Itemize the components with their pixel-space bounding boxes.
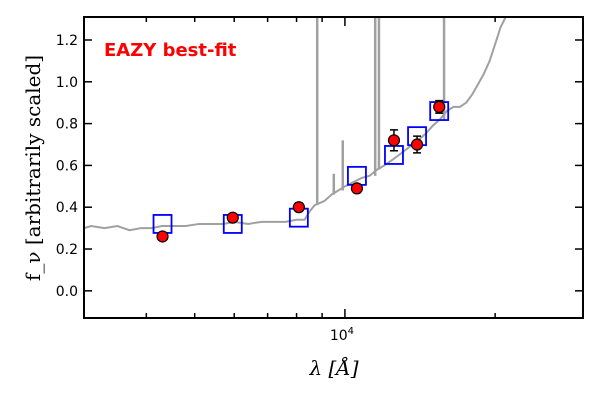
model-point (152, 214, 173, 234)
data-point (410, 138, 424, 151)
data-point (433, 100, 446, 113)
x-axis-label: λ [Å] (308, 355, 358, 380)
data-point (156, 230, 169, 243)
x-tick-label: 104 (330, 326, 354, 344)
y-tick-label: 1.2 (56, 33, 78, 49)
y-tick-label: 0.4 (56, 200, 78, 216)
data-point (350, 182, 364, 195)
y-tick-label: 0.0 (56, 284, 78, 300)
data-point (292, 201, 305, 214)
photometry-layer (152, 99, 450, 243)
axis-ticks: 0.0 0.2 0.4 0.6 0.8 1.0 1.2 104 (56, 17, 583, 344)
model-point (347, 165, 367, 186)
y-tick-label: 1.0 (56, 75, 78, 91)
y-tick-label: 0.6 (56, 158, 78, 174)
y-axis-label: f_ν [arbitrarily scaled] (21, 55, 45, 281)
y-tick-label: 0.8 (56, 117, 78, 133)
data-point (387, 134, 401, 147)
spectrum-line (84, 17, 511, 232)
annotation-label: EAZY best-fit (104, 40, 237, 61)
plot-frame (83, 16, 584, 319)
y-tick-label: 0.2 (56, 242, 78, 258)
data-point (226, 211, 239, 224)
